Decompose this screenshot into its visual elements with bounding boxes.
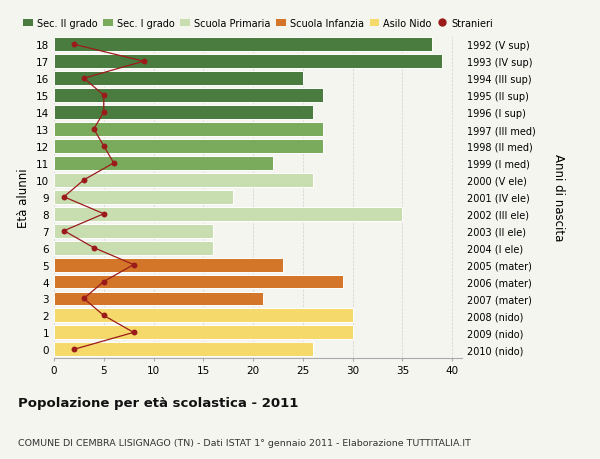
Point — [99, 109, 109, 117]
Bar — [54, 174, 313, 187]
Bar — [54, 309, 353, 323]
Bar — [54, 342, 313, 357]
Point — [89, 126, 98, 134]
Y-axis label: Età alunni: Età alunni — [17, 168, 31, 227]
Bar — [54, 123, 323, 137]
Bar — [54, 190, 233, 204]
Bar — [54, 326, 353, 340]
Bar — [54, 292, 263, 306]
Point — [79, 75, 89, 83]
Point — [129, 329, 139, 336]
Bar — [54, 157, 273, 170]
Legend: Sec. II grado, Sec. I grado, Scuola Primaria, Scuola Infanzia, Asilo Nido, Stran: Sec. II grado, Sec. I grado, Scuola Prim… — [23, 19, 493, 28]
Point — [139, 58, 148, 66]
Bar — [54, 38, 432, 52]
Point — [99, 92, 109, 100]
Bar — [54, 275, 343, 289]
Point — [109, 160, 119, 167]
Point — [89, 245, 98, 252]
Y-axis label: Anni di nascita: Anni di nascita — [552, 154, 565, 241]
Bar — [54, 224, 213, 238]
Point — [79, 295, 89, 302]
Text: COMUNE DI CEMBRA LISIGNAGO (TN) - Dati ISTAT 1° gennaio 2011 - Elaborazione TUTT: COMUNE DI CEMBRA LISIGNAGO (TN) - Dati I… — [18, 438, 471, 447]
Bar — [54, 89, 323, 103]
Point — [129, 261, 139, 269]
Bar — [54, 55, 442, 69]
Text: Popolazione per età scolastica - 2011: Popolazione per età scolastica - 2011 — [18, 396, 298, 409]
Bar — [54, 258, 283, 272]
Point — [59, 194, 69, 201]
Point — [69, 346, 79, 353]
Point — [99, 312, 109, 319]
Bar — [54, 140, 323, 154]
Bar — [54, 207, 402, 221]
Point — [79, 177, 89, 184]
Point — [99, 211, 109, 218]
Bar — [54, 72, 303, 86]
Bar — [54, 106, 313, 120]
Point — [69, 41, 79, 49]
Bar — [54, 241, 213, 255]
Point — [99, 143, 109, 150]
Point — [59, 228, 69, 235]
Point — [99, 278, 109, 285]
